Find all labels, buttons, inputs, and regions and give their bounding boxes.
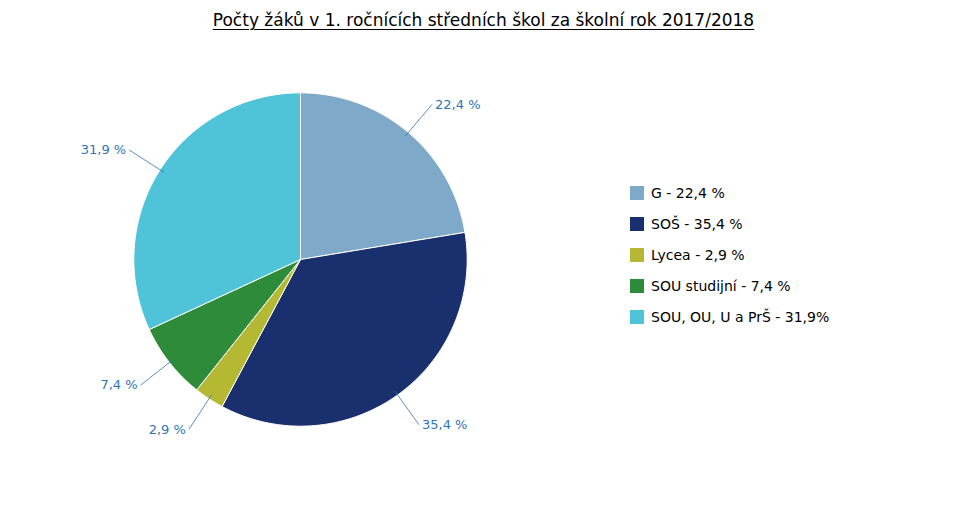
svg-text:22,4 %: 22,4 % (435, 97, 480, 112)
html-text:SOŠ - 35,4 %: SOŠ - 35,4 % (651, 216, 743, 232)
html-text:Lycea - 2,9 %: Lycea - 2,9 % (651, 247, 745, 263)
svg-text:2,9 %: 2,9 % (149, 422, 186, 437)
html-text:SOU, OU, U a PrŠ - 31,9%: SOU, OU, U a PrŠ - 31,9% (651, 309, 830, 325)
svg-text:35,4 %: 35,4 % (422, 417, 467, 432)
html-text:Počty žáků v 1. ročnících stře: Počty žáků v 1. ročnících středních škol… (212, 10, 755, 30)
html-text:SOU studijní - 7,4 %: SOU studijní - 7,4 % (651, 278, 791, 294)
html-text:G - 22,4 %: G - 22,4 % (651, 185, 725, 201)
svg-text:7,4 %: 7,4 % (100, 377, 137, 392)
svg-text:31,9 %: 31,9 % (81, 142, 126, 157)
